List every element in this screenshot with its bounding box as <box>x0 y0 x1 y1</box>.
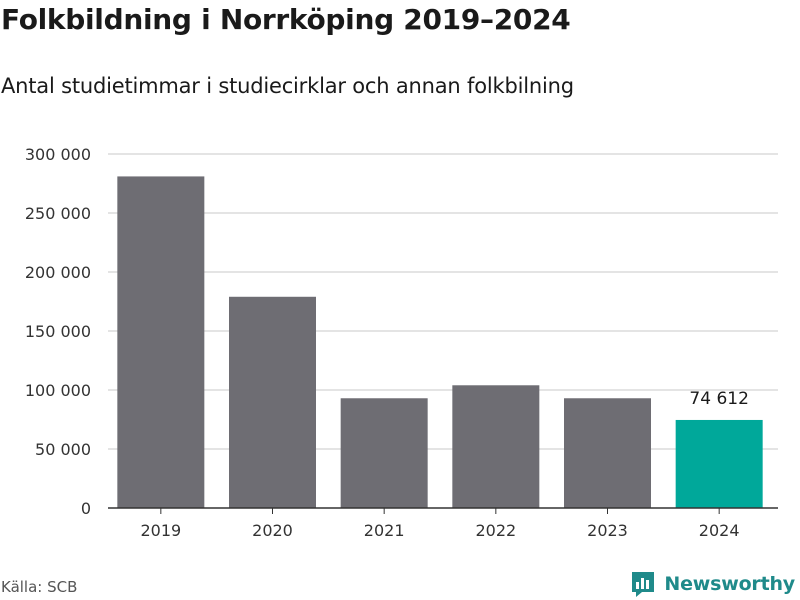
bar-2022 <box>452 385 540 508</box>
y-tick-label: 150 000 <box>25 322 91 341</box>
chart-title: Folkbildning i Norrköping 2019–2024 <box>1 3 571 36</box>
data-labels: 74 612 <box>689 389 748 409</box>
y-tick-label: 50 000 <box>35 440 91 459</box>
data-label: 74 612 <box>689 389 748 409</box>
x-tick-label: 2019 <box>140 521 181 540</box>
gridlines <box>108 153 778 450</box>
x-tick-label: 2020 <box>252 521 293 540</box>
y-tick-label: 100 000 <box>25 381 91 400</box>
x-axis-ticks: 2019 2020 2021 2022 2023 2024 <box>140 508 740 540</box>
y-tick-label: 200 000 <box>25 263 91 282</box>
brand-name: Newsworthy <box>664 573 795 595</box>
x-tick-label: 2021 <box>364 521 405 540</box>
bar-2019 <box>117 176 205 509</box>
bar-2024 <box>675 419 763 508</box>
x-tick-label: 2023 <box>587 521 628 540</box>
bar-2023 <box>564 398 651 508</box>
chart-subtitle: Antal studietimmar i studiecirklar och a… <box>1 74 574 98</box>
bars <box>117 176 763 509</box>
x-tick-label: 2022 <box>475 521 516 540</box>
y-axis-ticks: 0 50 000 100 000 150 000 200 000 250 000 300 0… <box>25 145 91 518</box>
newsworthy-logo-icon <box>632 572 655 597</box>
source-note: Källa: SCB <box>1 578 78 596</box>
x-tick-label: 2024 <box>699 521 740 540</box>
y-tick-label: 300 000 <box>25 145 91 164</box>
bar-2020 <box>229 296 316 508</box>
bar-2021 <box>340 398 428 508</box>
y-tick-label: 250 000 <box>25 204 91 223</box>
brand[interactable]: Newsworthy <box>630 570 795 598</box>
y-tick-label: 0 <box>81 499 91 518</box>
